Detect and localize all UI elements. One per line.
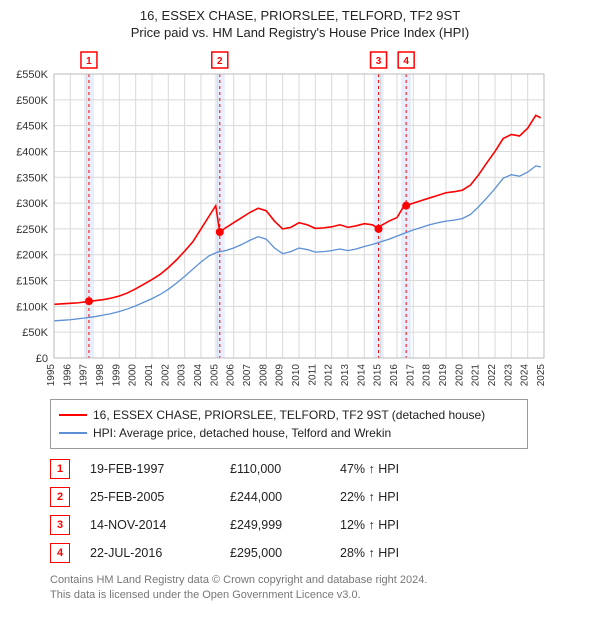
- svg-text:2015: 2015: [373, 364, 384, 386]
- svg-text:2003: 2003: [177, 364, 188, 386]
- svg-text:2: 2: [217, 56, 223, 67]
- svg-text:£50K: £50K: [22, 327, 48, 339]
- sale-diff: 12% ↑ HPI: [340, 518, 460, 532]
- sales-row: 2 25-FEB-2005 £244,000 22% ↑ HPI: [50, 483, 590, 511]
- sale-price: £249,999: [230, 518, 320, 532]
- sale-badge: 1: [50, 459, 70, 479]
- svg-text:2024: 2024: [520, 364, 531, 386]
- svg-text:2011: 2011: [307, 364, 318, 386]
- svg-text:3: 3: [376, 56, 382, 67]
- svg-text:2006: 2006: [226, 364, 237, 386]
- svg-text:£0: £0: [36, 353, 48, 365]
- svg-text:£400K: £400K: [16, 146, 48, 158]
- svg-text:2021: 2021: [471, 364, 482, 386]
- svg-text:£250K: £250K: [16, 224, 48, 236]
- sale-diff: 28% ↑ HPI: [340, 546, 460, 560]
- sale-price: £110,000: [230, 462, 320, 476]
- svg-text:2008: 2008: [258, 364, 269, 386]
- svg-text:2023: 2023: [503, 364, 514, 386]
- svg-text:2012: 2012: [324, 364, 335, 386]
- legend-swatch-2: [59, 432, 87, 434]
- svg-text:£100K: £100K: [16, 301, 48, 313]
- svg-text:2009: 2009: [275, 364, 286, 386]
- sale-diff: 47% ↑ HPI: [340, 462, 460, 476]
- sale-date: 14-NOV-2014: [90, 518, 210, 532]
- chart-container: 16, ESSEX CHASE, PRIORSLEE, TELFORD, TF2…: [0, 0, 600, 612]
- svg-text:2022: 2022: [487, 364, 498, 386]
- legend-label-2: HPI: Average price, detached house, Telf…: [93, 424, 391, 442]
- chart: £0 £50K £100K £150K £200K £250K £300K £350K £400…: [10, 46, 590, 391]
- svg-text:£300K: £300K: [16, 198, 48, 210]
- sales-row: 4 22-JUL-2016 £295,000 28% ↑ HPI: [50, 539, 590, 567]
- sale-date: 22-JUL-2016: [90, 546, 210, 560]
- sales-row: 1 19-FEB-1997 £110,000 47% ↑ HPI: [50, 455, 590, 483]
- svg-text:£350K: £350K: [16, 172, 48, 184]
- legend-label-1: 16, ESSEX CHASE, PRIORSLEE, TELFORD, TF2…: [93, 406, 485, 424]
- legend: 16, ESSEX CHASE, PRIORSLEE, TELFORD, TF2…: [50, 399, 528, 449]
- svg-text:2019: 2019: [438, 364, 449, 386]
- svg-text:2001: 2001: [144, 364, 155, 386]
- sale-badge: 4: [50, 543, 70, 563]
- svg-text:1999: 1999: [111, 364, 122, 386]
- svg-text:1996: 1996: [62, 364, 73, 386]
- svg-text:1997: 1997: [79, 364, 90, 386]
- svg-text:2010: 2010: [291, 364, 302, 386]
- svg-text:2007: 2007: [242, 364, 253, 386]
- svg-text:2016: 2016: [389, 364, 400, 386]
- svg-text:1998: 1998: [95, 364, 106, 386]
- svg-text:2017: 2017: [405, 364, 416, 386]
- svg-text:£550K: £550K: [16, 69, 48, 81]
- footer: Contains HM Land Registry data © Crown c…: [50, 573, 590, 604]
- svg-text:2004: 2004: [193, 364, 204, 386]
- sale-date: 19-FEB-1997: [90, 462, 210, 476]
- svg-text:£150K: £150K: [16, 276, 48, 288]
- sale-badge: 3: [50, 515, 70, 535]
- svg-text:4: 4: [403, 56, 409, 67]
- legend-row-1: 16, ESSEX CHASE, PRIORSLEE, TELFORD, TF2…: [59, 406, 519, 424]
- sales-row: 3 14-NOV-2014 £249,999 12% ↑ HPI: [50, 511, 590, 539]
- svg-text:2013: 2013: [340, 364, 351, 386]
- svg-text:2020: 2020: [454, 364, 465, 386]
- svg-text:1995: 1995: [46, 364, 57, 386]
- svg-text:2002: 2002: [160, 364, 171, 386]
- sale-price: £244,000: [230, 490, 320, 504]
- svg-text:£450K: £450K: [16, 121, 48, 133]
- svg-text:£500K: £500K: [16, 95, 48, 107]
- legend-swatch-1: [59, 414, 87, 416]
- sale-date: 25-FEB-2005: [90, 490, 210, 504]
- sale-diff: 22% ↑ HPI: [340, 490, 460, 504]
- legend-row-2: HPI: Average price, detached house, Telf…: [59, 424, 519, 442]
- svg-text:2005: 2005: [209, 364, 220, 386]
- footer-line1: Contains HM Land Registry data © Crown c…: [50, 573, 590, 588]
- chart-svg: £0 £50K £100K £150K £200K £250K £300K £350K £400…: [10, 46, 550, 386]
- sale-price: £295,000: [230, 546, 320, 560]
- svg-text:£200K: £200K: [16, 250, 48, 262]
- svg-text:2014: 2014: [356, 364, 367, 386]
- svg-text:2000: 2000: [128, 364, 139, 386]
- svg-text:1: 1: [86, 56, 92, 67]
- title-line2: Price paid vs. HM Land Registry's House …: [10, 25, 590, 40]
- svg-text:2018: 2018: [422, 364, 433, 386]
- svg-text:2025: 2025: [536, 364, 547, 386]
- sales-table: 1 19-FEB-1997 £110,000 47% ↑ HPI 2 25-FEB-200…: [50, 455, 590, 567]
- footer-line2: This data is licensed under the Open Gov…: [50, 588, 590, 603]
- sale-badge: 2: [50, 487, 70, 507]
- title-line1: 16, ESSEX CHASE, PRIORSLEE, TELFORD, TF2…: [10, 8, 590, 23]
